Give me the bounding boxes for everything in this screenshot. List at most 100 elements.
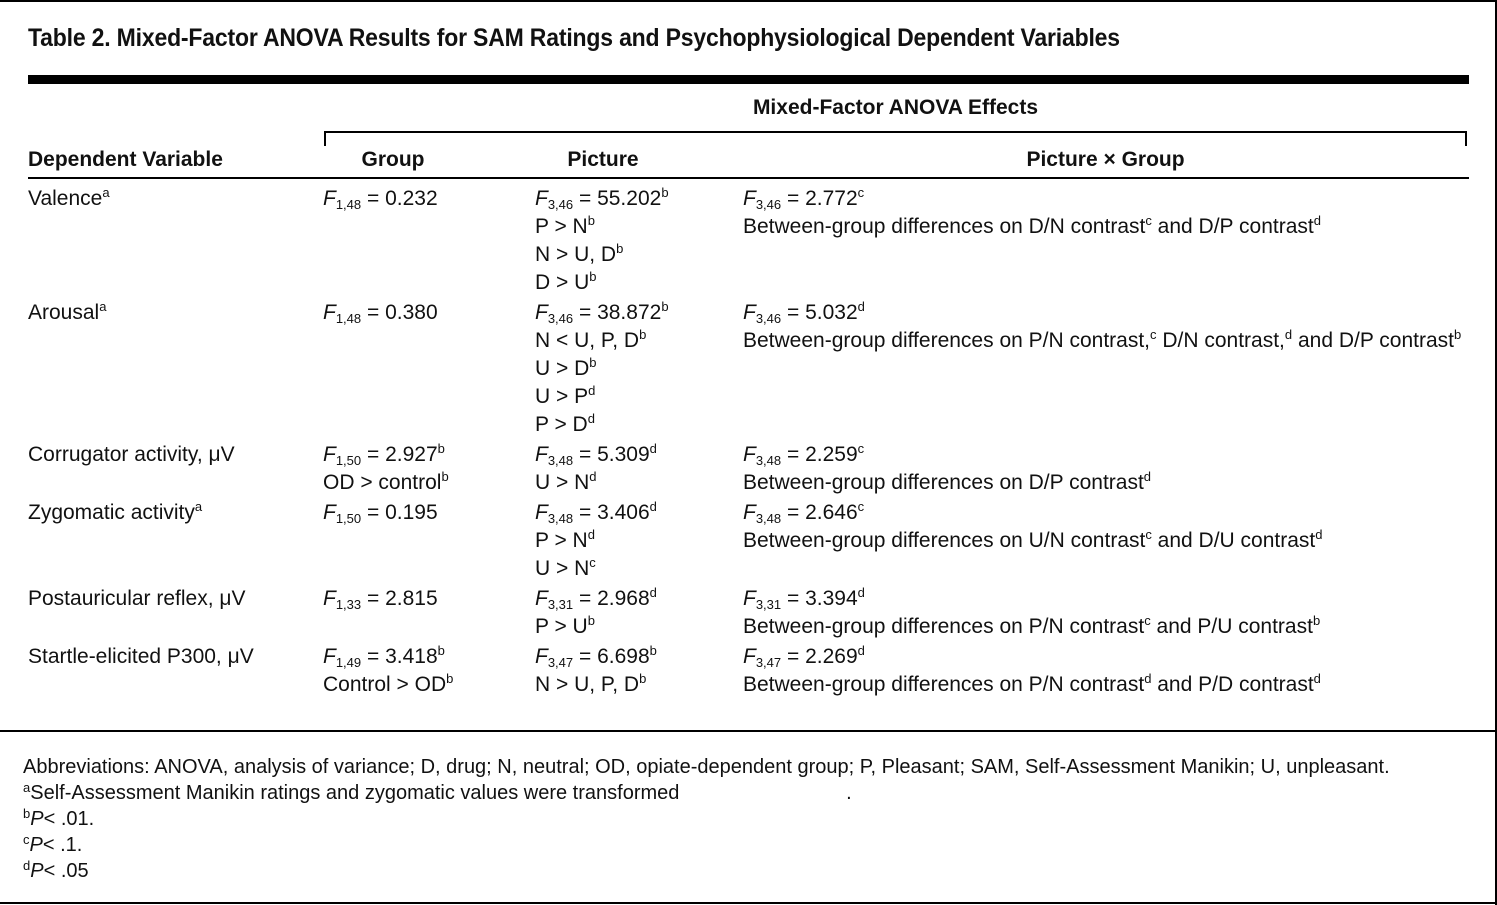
significance-mark: b xyxy=(1454,327,1462,342)
contrast-text: and D/P contrast xyxy=(1151,215,1314,238)
significance-mark: d xyxy=(1313,213,1321,228)
stat-value: U > N xyxy=(535,471,590,494)
interaction-stat-line: F3,46 = 2.772c xyxy=(743,185,1321,213)
picture-effect-cell: F3,47 = 6.698b N > U, P, Db xyxy=(535,643,657,699)
header-group: Group xyxy=(361,148,425,171)
dependent-variable-label: Zygomatic activitya xyxy=(28,499,202,527)
degrees-of-freedom: 3,48 xyxy=(755,511,782,526)
f-symbol: F xyxy=(743,587,756,610)
degrees-of-freedom: 3,46 xyxy=(755,197,782,212)
degrees-of-freedom: 1,33 xyxy=(335,597,362,612)
degrees-of-freedom: 3,48 xyxy=(547,511,574,526)
picture-effect-line: F3,46 = 55.202b xyxy=(535,185,669,213)
significance-mark: b xyxy=(589,269,597,284)
stat-value: Control > OD xyxy=(323,673,447,696)
stat-value: = 3.394 xyxy=(781,587,858,610)
stat-value: = 0.380 xyxy=(361,301,438,324)
contrast-text: Between-group differences on D/P contras… xyxy=(743,471,1144,494)
contrast-text: Between-group differences on P/N contras… xyxy=(743,329,1151,352)
significance-mark: b xyxy=(661,299,669,314)
picture-effect-line: F3,46 = 38.872b xyxy=(535,299,669,327)
footnote-d: dP< .05 xyxy=(23,858,89,884)
interaction-effect-cell: F3,47 = 2.269d Between-group differences … xyxy=(743,643,1321,699)
picture-effect-cell: F3,31 = 2.968d P > Ub xyxy=(535,585,657,641)
f-symbol: F xyxy=(323,645,336,668)
f-symbol: F xyxy=(743,443,756,466)
group-effect-line: F1,48 = 0.380 xyxy=(323,299,438,327)
significance-mark: b xyxy=(437,441,445,456)
f-symbol: F xyxy=(535,301,548,324)
footnote-tail: < .01. xyxy=(43,808,95,830)
interaction-stat-line: F3,46 = 5.032d xyxy=(743,299,1461,327)
interaction-contrast-line: Between-group differences on D/N contras… xyxy=(743,213,1321,241)
interaction-contrast-line: Between-group differences on U/N contras… xyxy=(743,527,1322,555)
dependent-variable-cell: Valencea xyxy=(28,185,110,213)
interaction-stat-line: F3,48 = 2.259c xyxy=(743,441,1151,469)
footnote-tail: < .1. xyxy=(42,834,83,856)
spanner-heading: Mixed-Factor ANOVA Effects xyxy=(752,96,1039,119)
contrast-text: Between-group differences on P/N contras… xyxy=(743,615,1145,638)
stat-value: = 3.418 xyxy=(361,645,438,668)
degrees-of-freedom: 3,31 xyxy=(547,597,574,612)
dependent-variable-label: Corrugator activity, μV xyxy=(28,441,235,469)
significance-mark: d xyxy=(587,527,595,542)
f-symbol: F xyxy=(743,301,756,324)
stat-value: = 2.815 xyxy=(361,587,438,610)
f-symbol: F xyxy=(743,187,756,210)
picture-effect-line: P > Dd xyxy=(535,411,669,439)
stat-value: D > U xyxy=(535,271,590,294)
contrast-text: and P/U contrast xyxy=(1150,615,1313,638)
interaction-contrast-line: Between-group differences on P/N contras… xyxy=(743,327,1461,355)
group-effect-cell: F1,48 = 0.232 xyxy=(323,185,438,213)
dependent-variable-name: Arousal xyxy=(28,301,100,324)
significance-mark: c xyxy=(1145,213,1152,228)
significance-mark: d xyxy=(1143,469,1152,484)
stat-value: N > U, D xyxy=(535,243,617,266)
contrast-text: Between-group differences on P/N contras… xyxy=(743,673,1145,696)
picture-effect-line: U > Pd xyxy=(535,383,669,411)
footnote-abbreviations: Abbreviations: ANOVA, analysis of varian… xyxy=(23,756,1390,778)
stat-value: = 2.259 xyxy=(781,443,858,466)
significance-mark: d xyxy=(1144,671,1152,686)
spanner-bracket xyxy=(324,131,1467,146)
significance-mark: c xyxy=(857,499,865,514)
significance-mark: d xyxy=(587,411,595,426)
footnote-a: aSelf-Assessment Manikin ratings and zyg… xyxy=(23,780,852,806)
degrees-of-freedom: 3,48 xyxy=(755,453,782,468)
significance-mark: c xyxy=(1145,527,1152,542)
picture-effect-cell: F3,46 = 38.872b N < U, P, Db U > Db U > Pd P… xyxy=(535,299,669,439)
picture-effect-line: F3,47 = 6.698b xyxy=(535,643,657,671)
significance-mark: b xyxy=(587,613,595,628)
stat-value: = 38.872 xyxy=(573,301,662,324)
significance-mark: b xyxy=(1312,613,1321,628)
significance-mark: b xyxy=(589,355,597,370)
table-title: Table 2. Mixed-Factor ANOVA Results for … xyxy=(28,24,1120,52)
degrees-of-freedom: 1,48 xyxy=(335,197,362,212)
footnote-mark: a xyxy=(102,185,110,200)
picture-effect-line: P > Nd xyxy=(535,527,657,555)
title-rule xyxy=(28,75,1469,84)
stat-value: P > N xyxy=(535,529,588,552)
stat-value: U > P xyxy=(535,385,589,408)
significance-mark: c xyxy=(857,441,865,456)
significance-mark: d xyxy=(649,585,657,600)
dependent-variable-cell: Corrugator activity, μV xyxy=(28,441,235,469)
table-frame-top xyxy=(0,0,1497,2)
stat-value: = 3.406 xyxy=(573,501,650,524)
stat-value: N < U, P, D xyxy=(535,329,640,352)
picture-effect-line: N > U, Db xyxy=(535,241,669,269)
significance-mark: d xyxy=(649,499,657,514)
footnote-tail: . xyxy=(679,782,852,804)
picture-effect-line: N < U, P, Db xyxy=(535,327,669,355)
contrast-text: Between-group differences on U/N contras… xyxy=(743,529,1146,552)
picture-effect-line: P > Nb xyxy=(535,213,669,241)
interaction-effect-cell: F3,48 = 2.259c Between-group differences … xyxy=(743,441,1151,497)
f-symbol: F xyxy=(323,501,336,524)
dependent-variable-name: Postauricular reflex, μV xyxy=(28,587,246,610)
f-symbol: F xyxy=(743,645,756,668)
significance-mark: b xyxy=(441,469,449,484)
significance-mark: b xyxy=(446,671,454,686)
degrees-of-freedom: 3,47 xyxy=(755,655,782,670)
picture-effect-line: U > Nc xyxy=(535,555,657,583)
footnote-text: P xyxy=(29,834,43,856)
